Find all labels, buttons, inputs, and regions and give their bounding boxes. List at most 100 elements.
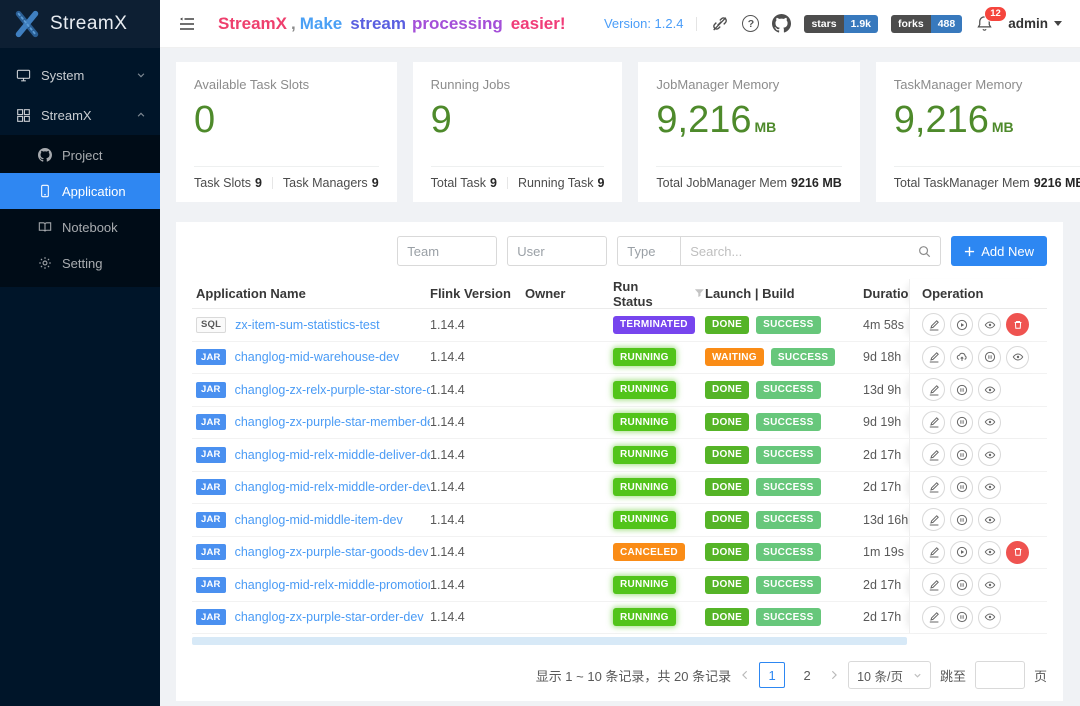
- run-status-badge: RUNNING: [613, 445, 676, 464]
- type-select[interactable]: Type: [617, 236, 682, 266]
- menu-fold-icon[interactable]: [178, 15, 196, 33]
- sidebar-item-project[interactable]: Project: [0, 137, 160, 173]
- start-button[interactable]: [950, 540, 973, 564]
- page-button-1[interactable]: 1: [759, 662, 786, 688]
- prev-page-icon[interactable]: [740, 670, 750, 680]
- detail-button[interactable]: [978, 313, 1001, 337]
- run-status-badge: RUNNING: [613, 380, 676, 399]
- edit-button[interactable]: [922, 475, 945, 499]
- sidebar-item-notebook[interactable]: Notebook: [0, 209, 160, 245]
- app-name-link[interactable]: changlog-mid-middle-item-dev: [234, 512, 403, 527]
- duration: 1m 19s: [863, 545, 904, 560]
- help-icon[interactable]: ?: [742, 15, 760, 32]
- detail-button[interactable]: [978, 443, 1001, 467]
- stat-card-task-slots: Available Task Slots 0 Task Slots 9 Task …: [176, 62, 397, 202]
- title-segment: easier!: [510, 13, 566, 33]
- divider: [656, 166, 842, 167]
- stat-foot-label: Task Managers: [282, 176, 368, 190]
- detail-button[interactable]: [978, 573, 1001, 597]
- column-header-application-name: Application Name: [196, 286, 306, 301]
- jump-page-input[interactable]: [974, 661, 1025, 689]
- page-size-value: 10 条/页: [857, 669, 903, 684]
- team-select[interactable]: Team: [397, 236, 498, 266]
- app-name-link[interactable]: changlog-zx-purple-star-goods-dev: [234, 545, 429, 560]
- launch-badge: DONE: [705, 315, 750, 334]
- stat-title: Available Task Slots: [194, 77, 310, 92]
- user-select[interactable]: User: [507, 236, 608, 266]
- cancel-button[interactable]: [950, 605, 973, 629]
- app-name-link[interactable]: changlog-mid-relx-middle-order-dev: [234, 480, 430, 495]
- start-button[interactable]: [950, 313, 973, 337]
- launch-badge: DONE: [705, 510, 750, 529]
- cancel-button[interactable]: [950, 378, 973, 402]
- delete-button[interactable]: [1006, 540, 1029, 564]
- horizontal-scrollbar[interactable]: [192, 637, 907, 645]
- cancel-button[interactable]: [950, 475, 973, 499]
- streamx-logo-icon: [15, 10, 39, 38]
- filter-funnel-icon[interactable]: [694, 288, 705, 299]
- cancel-button[interactable]: [950, 508, 973, 532]
- logo-text: StreamX: [50, 13, 128, 34]
- stat-foot-value: 9: [371, 176, 379, 190]
- cancel-button[interactable]: [978, 345, 1001, 369]
- notification-bell[interactable]: 12: [975, 5, 1007, 34]
- app-name-link[interactable]: changlog-zx-relx-purple-star-store-dev: [234, 382, 430, 397]
- detail-button[interactable]: [978, 378, 1001, 402]
- app-name-link[interactable]: changlog-mid-relx-middle-promotion-dev: [234, 577, 430, 592]
- edit-button[interactable]: [922, 378, 945, 402]
- table-row: JAR changlog-zx-purple-star-goods-dev 1.14…: [192, 536, 1047, 569]
- detail-button[interactable]: [978, 540, 1001, 564]
- app-name-link[interactable]: changlog-zx-purple-star-member-dev: [234, 415, 430, 430]
- github-icon[interactable]: [772, 14, 792, 33]
- user-menu[interactable]: admin: [1008, 16, 1062, 31]
- launch-button[interactable]: [950, 345, 973, 369]
- duration: 2d 17h: [863, 577, 902, 592]
- duration: 9d 19h: [863, 415, 902, 430]
- edit-button[interactable]: [922, 313, 945, 337]
- cancel-button[interactable]: [950, 410, 973, 434]
- add-new-button[interactable]: Add New: [951, 236, 1047, 266]
- cancel-button[interactable]: [950, 573, 973, 597]
- next-page-icon[interactable]: [829, 670, 839, 680]
- detail-button[interactable]: [978, 605, 1001, 629]
- edit-button[interactable]: [922, 508, 945, 532]
- edit-button[interactable]: [922, 443, 945, 467]
- app-name-link[interactable]: changlog-mid-warehouse-dev: [234, 350, 400, 365]
- duration: 2d 17h: [863, 447, 902, 462]
- edit-button[interactable]: [922, 605, 945, 629]
- delete-button[interactable]: [1006, 313, 1029, 337]
- app-name-link[interactable]: changlog-zx-purple-star-order-dev: [234, 610, 424, 625]
- forks-badge[interactable]: forks 488: [891, 14, 963, 33]
- edit-button[interactable]: [922, 345, 945, 369]
- search-input[interactable]: [690, 243, 919, 259]
- sidebar-item-application[interactable]: Application: [0, 173, 160, 209]
- cancel-button[interactable]: [950, 443, 973, 467]
- detail-button[interactable]: [978, 475, 1001, 499]
- stars-badge[interactable]: stars 1.9k: [804, 14, 879, 33]
- detail-button[interactable]: [1006, 345, 1029, 369]
- title-segment: stream: [350, 13, 407, 33]
- flink-version: 1.14.4: [430, 317, 465, 332]
- table-row: JAR changlog-mid-relx-middle-promotion-de…: [192, 569, 1047, 602]
- detail-button[interactable]: [978, 410, 1001, 434]
- column-header-run-status: Run Status: [613, 279, 705, 309]
- search-icon[interactable]: [918, 245, 931, 258]
- detail-button[interactable]: [978, 508, 1001, 532]
- jump-label: 跳至: [939, 668, 966, 684]
- run-status-badge: RUNNING: [613, 478, 676, 497]
- edit-button[interactable]: [922, 410, 945, 434]
- chevron-down-icon: [137, 73, 145, 78]
- page-size-select[interactable]: 10 条/页: [848, 661, 931, 689]
- link-icon[interactable]: [710, 14, 729, 33]
- page-button-2[interactable]: 2: [803, 667, 811, 683]
- column-header-launch-build: Launch | Build: [705, 286, 795, 301]
- sidebar-item-system[interactable]: System: [0, 55, 160, 95]
- sidebar-item-streamx[interactable]: StreamX: [0, 95, 160, 135]
- edit-button[interactable]: [922, 573, 945, 597]
- app-name-link[interactable]: zx-item-sum-statistics-test: [235, 317, 380, 332]
- app-name-link[interactable]: changlog-mid-relx-middle-deliver-dev: [234, 447, 430, 462]
- sidebar-item-setting[interactable]: Setting: [0, 245, 160, 281]
- main-content: Available Task Slots 0 Task Slots 9 Task …: [160, 48, 1080, 706]
- edit-button[interactable]: [922, 540, 945, 564]
- launch-badge: DONE: [705, 413, 750, 432]
